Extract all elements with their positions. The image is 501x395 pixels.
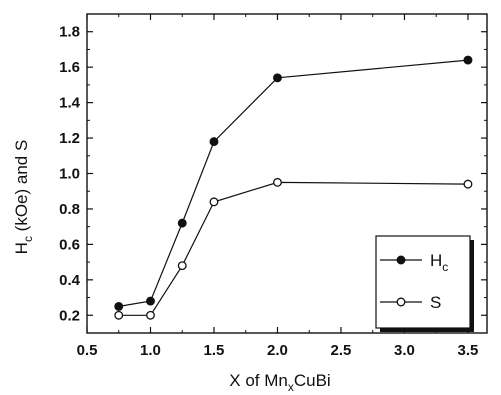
y-tick-label: 1.6: [59, 59, 80, 76]
data-point-s: [114, 310, 124, 320]
data-point-s: [463, 179, 473, 189]
x-tick-label: 1.5: [204, 342, 225, 359]
y-tick-label: 0.2: [59, 307, 80, 324]
legend-marker-s: [396, 297, 406, 307]
x-tick-label: 3.0: [394, 342, 415, 359]
y-tick-label: 0.6: [59, 236, 80, 253]
legend-box: [375, 235, 471, 329]
data-point-hc: [463, 55, 473, 65]
data-point-s: [177, 261, 187, 271]
y-tick-label: 1.2: [59, 130, 80, 147]
legend-label-hc: Hc: [430, 251, 448, 274]
x-tick-label: 2.5: [331, 342, 352, 359]
data-point-hc: [114, 301, 124, 311]
data-point-s: [209, 197, 219, 207]
x-tick-label: 1.0: [140, 342, 161, 359]
data-point-s: [146, 310, 155, 320]
y-axis-label: Hc (kOe) and S: [12, 140, 35, 255]
data-point-s: [273, 177, 282, 187]
data-point-hc: [146, 296, 155, 306]
legend-label-s: S: [430, 293, 441, 312]
legend-marker-hc: [396, 255, 406, 265]
y-tick-label: 0.4: [59, 272, 81, 289]
series-line-s: [118, 181, 469, 316]
y-tick-label: 1.4: [59, 95, 81, 112]
data-point-hc: [209, 137, 219, 147]
y-tick-label: 1.8: [59, 24, 80, 41]
data-point-hc: [177, 218, 187, 228]
series-line-hc: [118, 59, 469, 307]
data-point-hc: [273, 73, 282, 83]
y-tick-label: 0.8: [59, 201, 80, 218]
y-tick-label: 1.0: [59, 166, 80, 183]
x-tick-label: 3.5: [458, 342, 479, 359]
x-axis-label: X of MnxCuBi: [229, 371, 330, 394]
x-tick-label: 2.0: [267, 342, 288, 359]
x-tick-label: 0.5: [77, 342, 98, 359]
